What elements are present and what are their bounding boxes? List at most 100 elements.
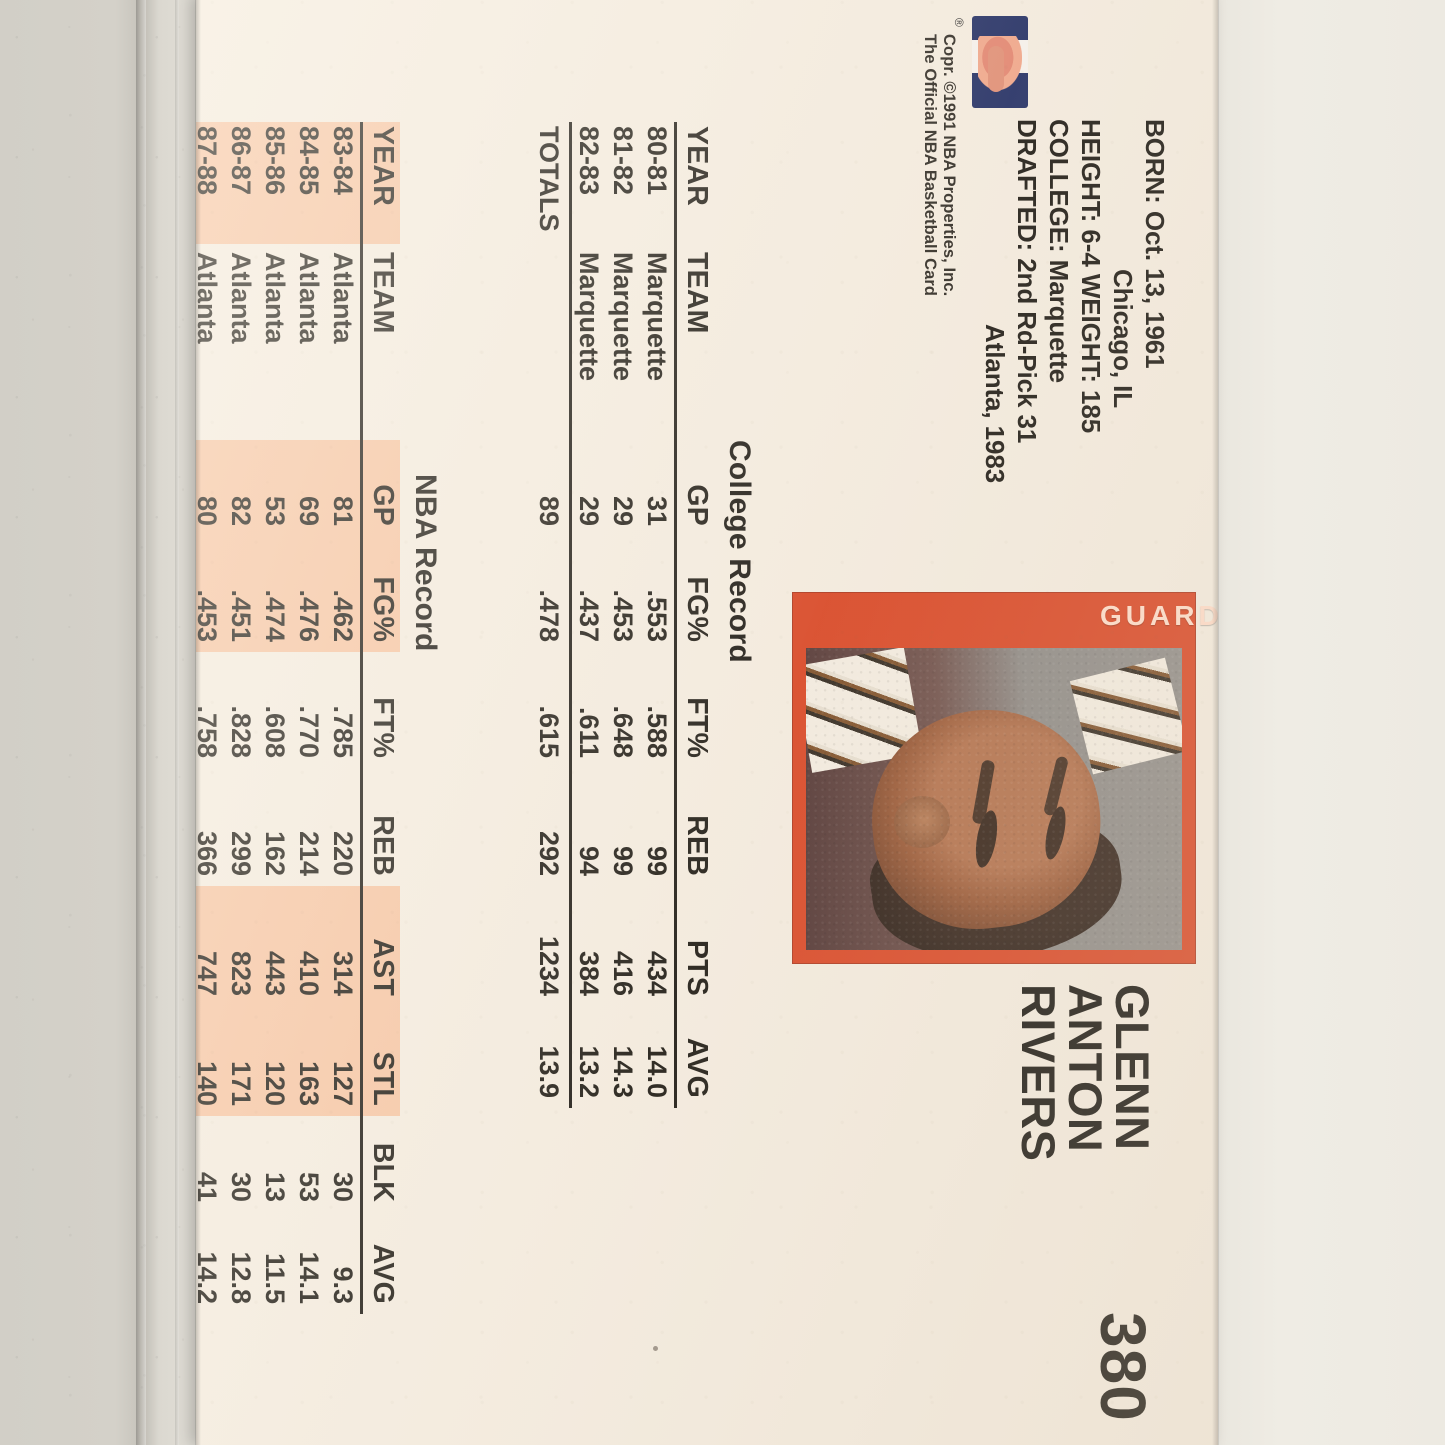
nba-logo-figure-arm xyxy=(988,46,1004,92)
cell-reb: 99 xyxy=(608,845,639,876)
cell-ftpct: .588 xyxy=(642,705,673,758)
table-row: 86-87 Atlanta 82.451 .828 299 823 171 30 12.8 xyxy=(224,122,258,1314)
col-ftpct: FT% xyxy=(675,652,714,768)
col-ftpct: FT% xyxy=(361,652,400,768)
cell-fgpct: .451 xyxy=(224,536,258,652)
wall-right-panel xyxy=(1210,0,1445,1445)
cell-fgpct: .462 xyxy=(326,536,362,652)
cell-team: Atlanta xyxy=(226,252,257,344)
cell-reb: 99 xyxy=(642,845,673,876)
cell-team: Atlanta xyxy=(328,252,359,344)
college-record-table: College Record YEAR TEAM GP FG% FT% REB … xyxy=(532,122,756,1108)
player-last-name: RIVERS xyxy=(1012,984,1065,1162)
col-team: TEAM xyxy=(361,244,400,440)
cell-totals-pts: 1234 xyxy=(532,886,571,1006)
card-edge-left xyxy=(196,0,201,1445)
cell-totals-label: TOTALS xyxy=(532,122,571,244)
cell-fgpct: .474 xyxy=(258,536,292,652)
cell-pts: 434 xyxy=(642,950,673,996)
player-photo xyxy=(806,648,1182,950)
cell-totals-ftpct: .615 xyxy=(532,652,571,768)
cell-avg: 14.1 xyxy=(294,1251,325,1304)
nba-stat-table: YEAR TEAM GP FG% FT% REB AST STL BLK AVG xyxy=(196,122,400,1314)
player-photo-frame: GUARD xyxy=(792,592,1218,964)
cell-avg: 14.0 xyxy=(642,1045,673,1098)
college-header-row: YEAR TEAM GP FG% FT% REB PTS AVG xyxy=(675,122,714,1108)
college-stat-table: YEAR TEAM GP FG% FT% REB PTS AVG 80-81 xyxy=(532,122,714,1108)
cell-ast: 314 xyxy=(326,886,362,1006)
cell-pts: 384 xyxy=(574,950,605,996)
trading-card-back[interactable]: ® Copr. ©1991 NBA Properties, Inc. The O… xyxy=(196,0,1218,1445)
cell-year: 81-82 xyxy=(608,126,639,196)
table-row: 81-82 Marquette 29 .453 .648 99 416 14.3 xyxy=(606,122,640,1108)
col-gp: GP xyxy=(675,440,714,536)
cell-totals-team xyxy=(532,244,571,440)
cell-gp: 81 xyxy=(326,440,362,536)
cell-reb: 220 xyxy=(328,830,359,876)
table-row: 80-81 Marquette 31 .553 .588 99 434 14.0 xyxy=(640,122,676,1108)
cell-reb: 299 xyxy=(226,830,257,876)
registered-trademark-icon: ® xyxy=(952,18,966,27)
col-reb: REB xyxy=(675,768,714,886)
col-avg: AVG xyxy=(675,1006,714,1108)
copyright-line-1: Copr. ©1991 NBA Properties, Inc. xyxy=(940,34,958,297)
table-row: 82-83 Marquette 29 .437 .611 94 384 13.2 xyxy=(571,122,607,1108)
nba-record-title: NBA Record xyxy=(409,474,442,652)
cell-blk: 30 xyxy=(328,1171,359,1202)
cell-year: 84-85 xyxy=(292,122,326,244)
cell-blk: 13 xyxy=(260,1171,291,1202)
nba-logo-icon xyxy=(972,16,1028,108)
cell-blk: 30 xyxy=(226,1171,257,1202)
cell-stl: 171 xyxy=(224,1006,258,1116)
col-fgpct: FG% xyxy=(675,536,714,652)
cell-ftpct: .648 xyxy=(608,705,639,758)
cell-gp: 31 xyxy=(642,495,673,526)
copyright-line-2: The Official NBA Basketball Card xyxy=(920,34,939,297)
cell-avg: 13.2 xyxy=(574,1045,605,1098)
cell-stl: 163 xyxy=(292,1006,326,1116)
wall-seam-left xyxy=(136,0,146,1445)
player-middle-name: ANTON xyxy=(1059,984,1112,1153)
cell-ftpct: .608 xyxy=(260,705,291,758)
cell-gp: 29 xyxy=(608,495,639,526)
cell-ftpct: .828 xyxy=(226,705,257,758)
cell-avg: 9.3 xyxy=(328,1266,359,1304)
cell-year: 85-86 xyxy=(258,122,292,244)
cell-year: 82-83 xyxy=(574,126,605,196)
table-row: 84-85 Atlanta 69.476 .770 214 410 163 53 14.1 xyxy=(292,122,326,1314)
college-record-title: College Record xyxy=(723,440,756,663)
position-label: GUARD xyxy=(1100,600,1218,631)
print-speck xyxy=(653,1346,658,1351)
cell-pts: 416 xyxy=(608,950,639,996)
table-row: 85-86 Atlanta 53.474 .608 162 443 120 13 11.5 xyxy=(258,122,292,1314)
wall-seam-inner xyxy=(175,0,179,1445)
cell-gp: 69 xyxy=(292,440,326,536)
cell-avg: 11.5 xyxy=(260,1252,291,1304)
cell-gp: 82 xyxy=(224,440,258,536)
cell-totals-reb: 292 xyxy=(532,768,571,886)
cell-ast: 410 xyxy=(292,886,326,1006)
cell-ast: 823 xyxy=(224,886,258,1006)
col-stl: STL xyxy=(361,1006,400,1116)
player-name: GLENN ANTON RIVERS xyxy=(1012,984,1159,1162)
col-avg: AVG xyxy=(361,1212,400,1314)
cell-ftpct: .611 xyxy=(574,706,605,758)
cell-year: 86-87 xyxy=(224,122,258,244)
card-content-plane: ® Copr. ©1991 NBA Properties, Inc. The O… xyxy=(196,0,1218,1445)
col-pts: PTS xyxy=(675,886,714,1006)
cell-team: Marquette xyxy=(574,252,605,382)
copyright-block: Copr. ©1991 NBA Properties, Inc. The Off… xyxy=(919,34,958,464)
cell-reb: 214 xyxy=(294,830,325,876)
cell-fgpct: .553 xyxy=(642,589,673,642)
photo-grain xyxy=(806,648,1182,950)
cell-reb: 162 xyxy=(260,830,291,876)
col-reb: REB xyxy=(361,768,400,886)
card-number: 380 xyxy=(1087,1312,1159,1422)
cell-team: Marquette xyxy=(608,252,639,382)
nba-header-row: YEAR TEAM GP FG% FT% REB AST STL BLK AVG xyxy=(361,122,400,1314)
table-row: 83-84 Atlanta 81.462 .785 220 314 127 30 9.3 xyxy=(326,122,362,1314)
nba-table-body: 83-84 Atlanta 81.462.785 220 314 127 30 9.3 84-8… xyxy=(196,122,362,1314)
card-edge-right xyxy=(1212,0,1218,1445)
cell-team: Atlanta xyxy=(294,252,325,344)
